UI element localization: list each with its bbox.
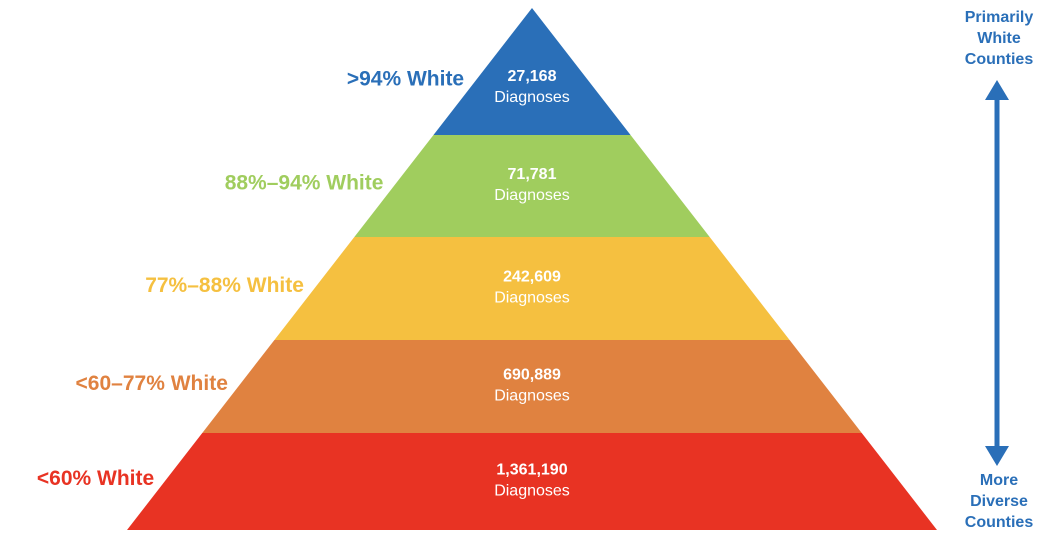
level-label: <60–77% White <box>76 372 228 395</box>
arrow-head-up <box>985 80 1009 100</box>
level-label: <60% White <box>37 467 154 490</box>
top-label: Primarily <box>965 9 1034 26</box>
level-unit: Diagnoses <box>494 187 570 204</box>
level-unit: Diagnoses <box>494 290 570 307</box>
level-label: 77%–88% White <box>145 274 304 297</box>
bottom-label: Counties <box>965 514 1034 531</box>
level-label: 88%–94% White <box>225 172 384 195</box>
level-count: 71,781 <box>508 166 557 183</box>
pyramid-level <box>274 237 790 340</box>
level-unit: Diagnoses <box>494 388 570 405</box>
level-count: 690,889 <box>503 367 561 384</box>
level-unit: Diagnoses <box>494 483 570 500</box>
level-count: 242,609 <box>503 269 561 286</box>
top-label: White <box>977 30 1021 47</box>
bottom-label: Diverse <box>970 493 1028 510</box>
arrow-head-down <box>985 446 1009 466</box>
pyramid-level <box>127 433 937 530</box>
pyramid-level <box>354 135 710 237</box>
level-label: >94% White <box>347 68 464 91</box>
level-count: 27,168 <box>508 68 557 85</box>
bottom-label: More <box>980 472 1018 489</box>
top-label: Counties <box>965 51 1034 68</box>
level-count: 1,361,190 <box>496 462 567 479</box>
pyramid-level <box>433 8 631 135</box>
scale-arrow <box>985 80 1009 466</box>
pyramid-level <box>202 340 862 433</box>
level-unit: Diagnoses <box>494 89 570 106</box>
